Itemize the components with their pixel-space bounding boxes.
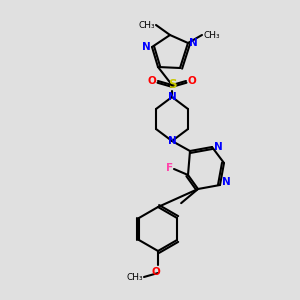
Text: CH₃: CH₃ [126,272,143,281]
Text: O: O [152,267,160,277]
Text: N: N [168,92,176,102]
Text: CH₃: CH₃ [138,20,155,29]
Text: N: N [214,142,223,152]
Text: S: S [168,79,176,92]
Text: O: O [188,76,197,86]
Text: F: F [166,163,173,173]
Text: N: N [168,136,176,146]
Text: N: N [189,38,198,48]
Text: O: O [147,76,156,86]
Text: N: N [142,42,151,52]
Text: CH₃: CH₃ [203,31,220,40]
Text: N: N [222,177,231,187]
